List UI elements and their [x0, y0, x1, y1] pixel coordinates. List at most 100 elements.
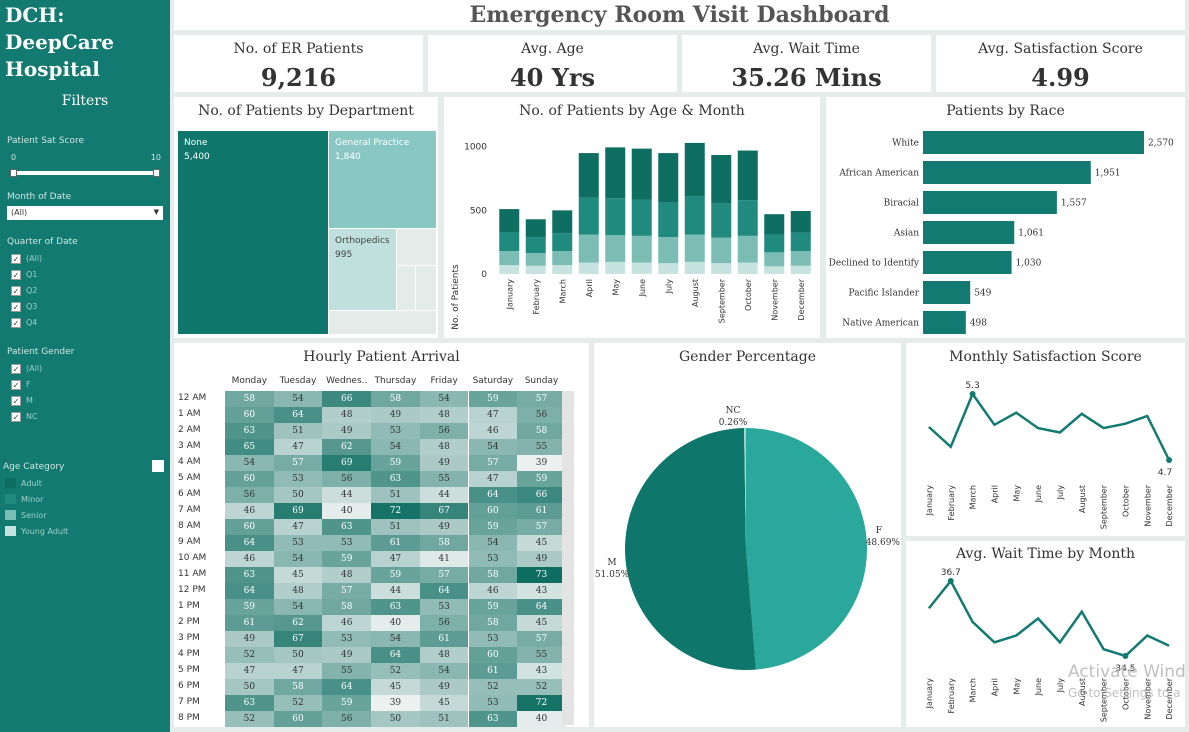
- heatmap-cell[interactable]: 62: [273, 615, 323, 631]
- heatmap-cell[interactable]: 55: [517, 647, 566, 663]
- heatmap-cell[interactable]: 50: [273, 487, 323, 503]
- heatmap-cell[interactable]: 58: [419, 535, 469, 551]
- heatmap-cell[interactable]: 51: [371, 487, 420, 503]
- heatmap-cell[interactable]: 61: [419, 631, 469, 647]
- heatmap-cell[interactable]: 60: [468, 647, 518, 663]
- heatmap-cell[interactable]: 53: [468, 551, 518, 567]
- heatmap-cell[interactable]: 53: [419, 599, 469, 615]
- heatmap-cell[interactable]: 49: [419, 455, 469, 471]
- heatmap-cell[interactable]: 45: [273, 567, 323, 583]
- heatmap-cell[interactable]: 41: [419, 551, 469, 567]
- heatmap-cell[interactable]: 53: [273, 535, 323, 551]
- heatmap-cell[interactable]: 54: [419, 663, 469, 679]
- heatmap-cell[interactable]: 63: [225, 695, 274, 711]
- heatmap-cell[interactable]: 54: [419, 391, 469, 407]
- heatmap-cell[interactable]: 49: [322, 647, 372, 663]
- heatmap-cell[interactable]: 46: [225, 503, 274, 519]
- heatmap-cell[interactable]: 60: [225, 407, 274, 423]
- heatmap-cell[interactable]: 61: [371, 535, 420, 551]
- treemap-cell-small[interactable]: [397, 266, 415, 310]
- heatmap-cell[interactable]: 67: [419, 503, 469, 519]
- gender-option[interactable]: ✓ F: [11, 377, 31, 392]
- heatmap-cell[interactable]: 56: [322, 471, 372, 487]
- heatmap-cell[interactable]: 54: [371, 631, 420, 647]
- heatmap-cell[interactable]: 57: [419, 567, 469, 583]
- heatmap-cell[interactable]: 48: [322, 407, 372, 423]
- heatmap-cell[interactable]: 67: [273, 631, 323, 647]
- heatmap-cell[interactable]: 54: [225, 455, 274, 471]
- heatmap-cell[interactable]: 53: [322, 535, 372, 551]
- heatmap-cell[interactable]: 59: [371, 455, 420, 471]
- checkbox-checked-icon[interactable]: ✓: [11, 301, 21, 312]
- checkbox-checked-icon[interactable]: ✓: [11, 363, 21, 374]
- heatmap-cell[interactable]: 59: [322, 695, 372, 711]
- sat-score-slider[interactable]: [10, 169, 160, 177]
- heatmap-cell[interactable]: 56: [322, 711, 372, 727]
- heatmap-scrollbar[interactable]: [562, 391, 574, 725]
- heatmap-cell[interactable]: 57: [322, 583, 372, 599]
- heatmap-cell[interactable]: 53: [322, 631, 372, 647]
- heatmap-cell[interactable]: 45: [419, 695, 469, 711]
- heatmap-cell[interactable]: 51: [273, 423, 323, 439]
- heatmap-cell[interactable]: 49: [322, 423, 372, 439]
- heatmap-cell[interactable]: 47: [273, 439, 323, 455]
- heatmap-cell[interactable]: 50: [225, 679, 274, 695]
- checkbox-checked-icon[interactable]: ✓: [11, 379, 21, 390]
- heatmap-cell[interactable]: 57: [517, 519, 566, 535]
- heatmap-cell[interactable]: 59: [371, 567, 420, 583]
- heatmap-cell[interactable]: 64: [468, 487, 518, 503]
- heatmap-cell[interactable]: 65: [225, 439, 274, 455]
- heatmap-cell[interactable]: 64: [419, 583, 469, 599]
- treemap-cell-small[interactable]: [416, 266, 436, 310]
- heatmap-cell[interactable]: 47: [225, 663, 274, 679]
- heatmap-cell[interactable]: 44: [419, 487, 469, 503]
- heatmap-cell[interactable]: 59: [468, 599, 518, 615]
- treemap-cell-general-practice[interactable]: General Practice 1,840: [329, 131, 436, 228]
- heatmap-cell[interactable]: 64: [225, 583, 274, 599]
- heatmap-cell[interactable]: 55: [517, 439, 566, 455]
- treemap-cell-none[interactable]: None 5,400: [178, 131, 328, 334]
- heatmap-cell[interactable]: 62: [322, 439, 372, 455]
- heatmap-cell[interactable]: 49: [371, 407, 420, 423]
- checkbox-checked-icon[interactable]: ✓: [11, 253, 21, 264]
- heatmap-cell[interactable]: 45: [371, 679, 420, 695]
- heatmap-cell[interactable]: 52: [371, 663, 420, 679]
- heatmap-cell[interactable]: 47: [371, 551, 420, 567]
- heatmap-cell[interactable]: 58: [468, 567, 518, 583]
- heatmap-cell[interactable]: 46: [468, 423, 518, 439]
- heatmap-cell[interactable]: 44: [371, 583, 420, 599]
- heatmap-cell[interactable]: 66: [517, 487, 566, 503]
- heatmap-cell[interactable]: 43: [517, 583, 566, 599]
- heatmap-cell[interactable]: 59: [468, 519, 518, 535]
- heatmap-cell[interactable]: 49: [517, 551, 566, 567]
- heatmap-cell[interactable]: 53: [468, 631, 518, 647]
- heatmap-cell[interactable]: 53: [273, 471, 323, 487]
- heatmap-cell[interactable]: 48: [273, 583, 323, 599]
- heatmap-cell[interactable]: 56: [517, 407, 566, 423]
- heatmap-cell[interactable]: 54: [468, 439, 518, 455]
- heatmap-cell[interactable]: 63: [322, 519, 372, 535]
- heatmap-cell[interactable]: 59: [225, 599, 274, 615]
- heatmap-cell[interactable]: 48: [419, 647, 469, 663]
- checkbox-checked-icon[interactable]: ✓: [11, 411, 21, 422]
- treemap-cell-orthopedics[interactable]: Orthopedics 995: [329, 229, 396, 310]
- heatmap-cell[interactable]: 54: [273, 551, 323, 567]
- legend-toggle-icon[interactable]: [152, 460, 164, 472]
- heatmap-cell[interactable]: 45: [517, 535, 566, 551]
- quarter-option[interactable]: ✓ Q2: [11, 283, 37, 298]
- heatmap-cell[interactable]: 44: [322, 487, 372, 503]
- heatmap-cell[interactable]: 46: [225, 551, 274, 567]
- heatmap-cell[interactable]: 45: [517, 615, 566, 631]
- quarter-option[interactable]: ✓ (All): [11, 251, 42, 266]
- heatmap-cell[interactable]: 57: [273, 455, 323, 471]
- heatmap-cell[interactable]: 52: [517, 679, 566, 695]
- age-legend-item[interactable]: Minor: [5, 491, 43, 507]
- heatmap-cell[interactable]: 58: [371, 391, 420, 407]
- heatmap-cell[interactable]: 63: [468, 711, 518, 727]
- heatmap-cell[interactable]: 63: [225, 423, 274, 439]
- heatmap-cell[interactable]: 56: [225, 487, 274, 503]
- heatmap-cell[interactable]: 51: [419, 711, 469, 727]
- heatmap-cell[interactable]: 52: [225, 711, 274, 727]
- heatmap-cell[interactable]: 47: [468, 471, 518, 487]
- heatmap-cell[interactable]: 54: [273, 391, 323, 407]
